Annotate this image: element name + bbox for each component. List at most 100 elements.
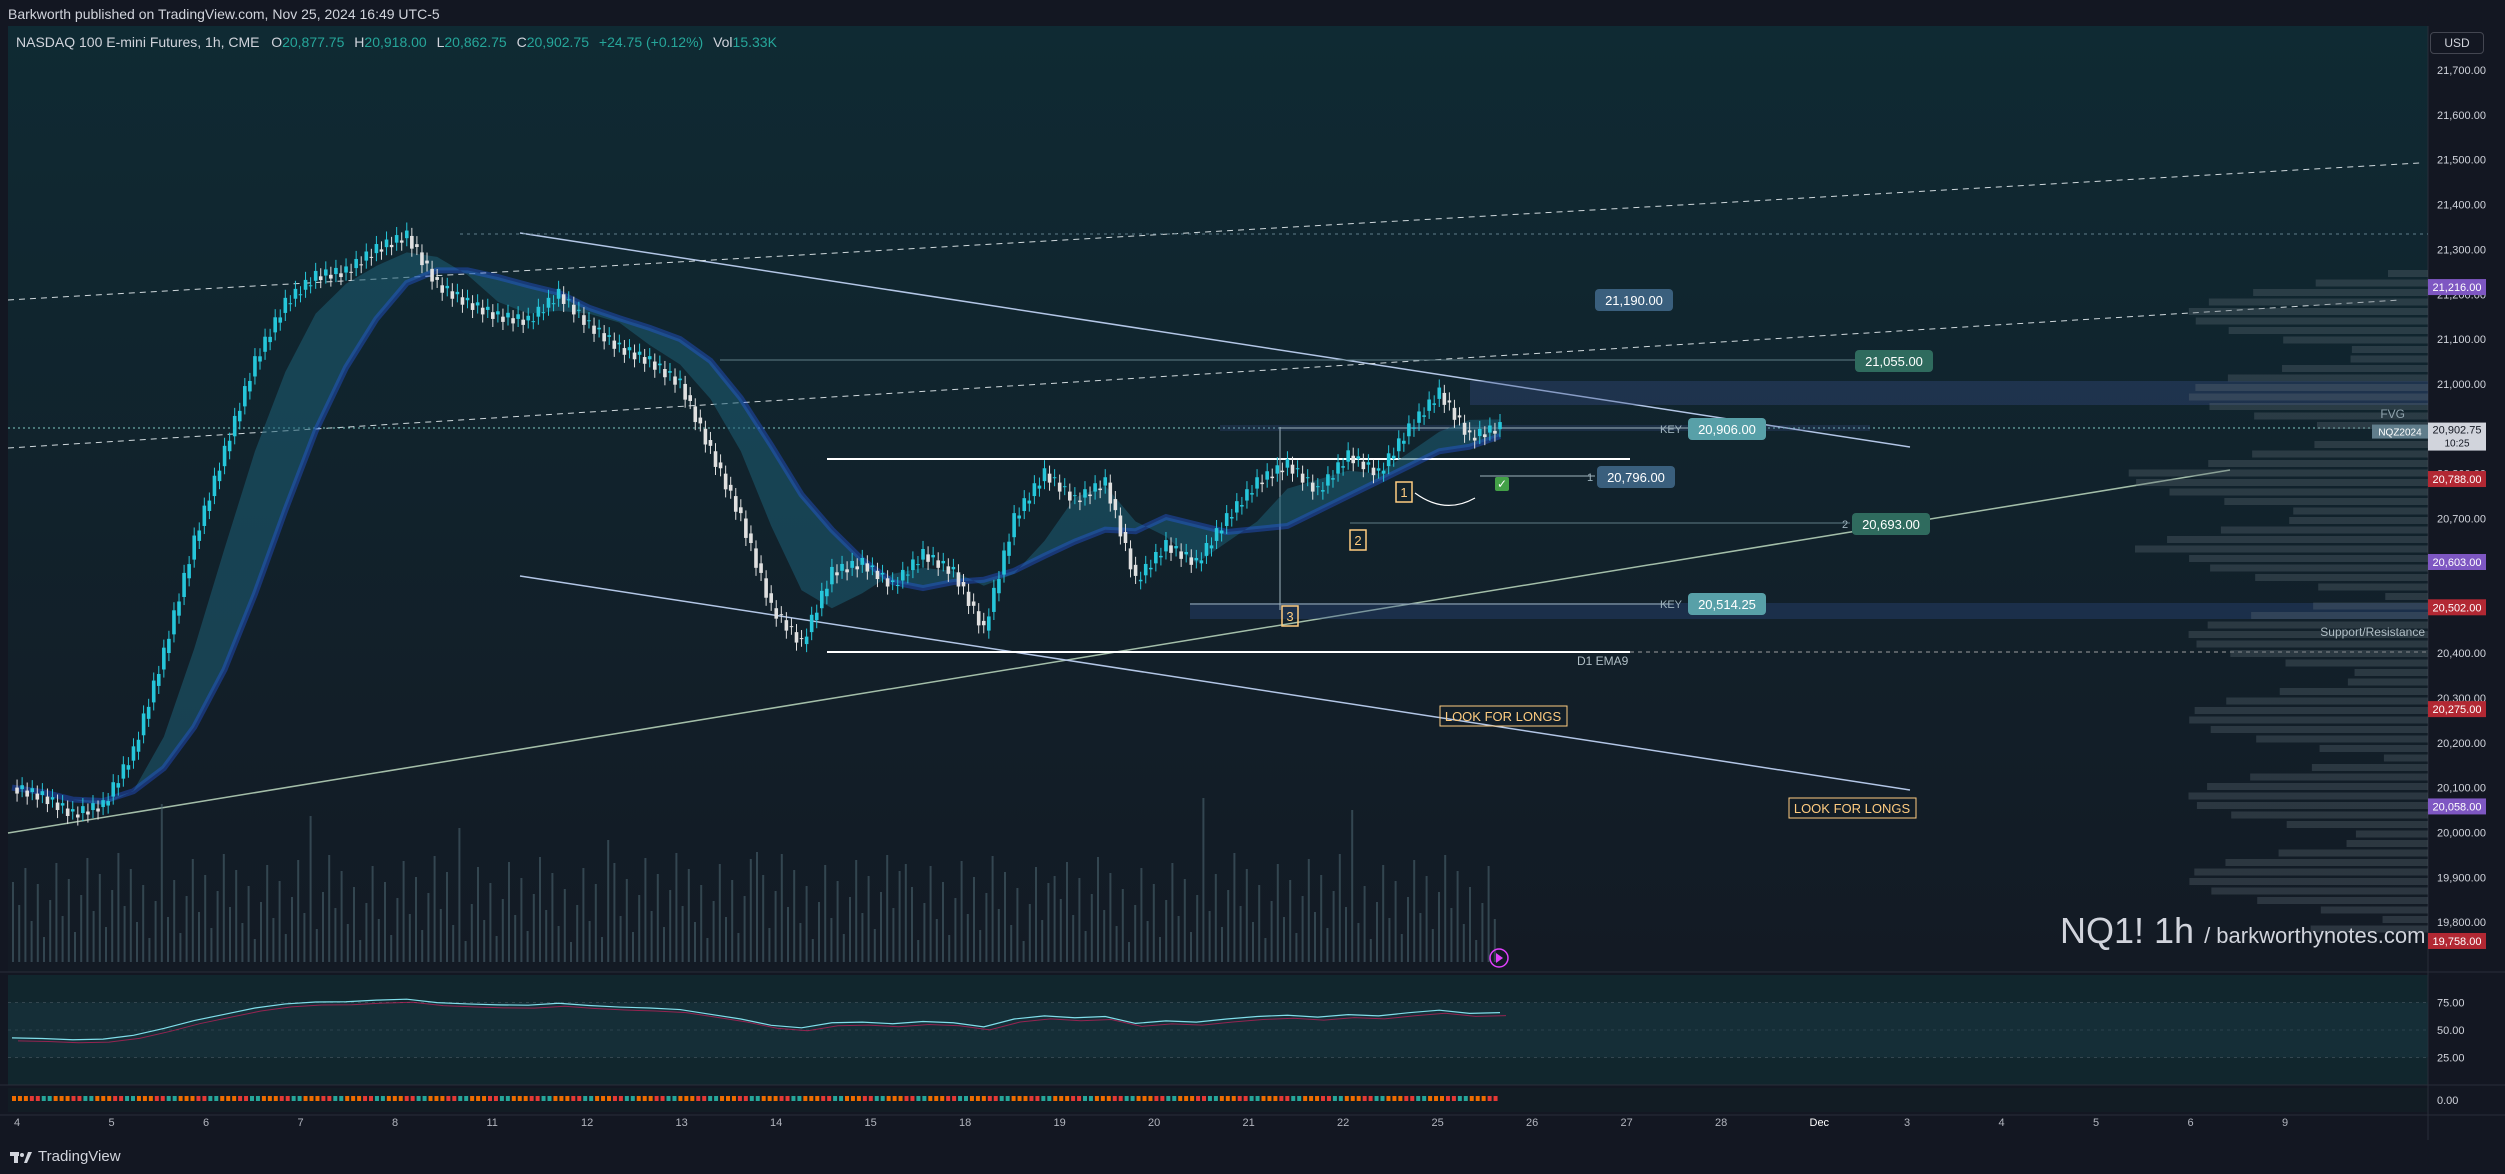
candle-body <box>1336 462 1340 474</box>
momentum-dot <box>749 1096 754 1101</box>
candle-body <box>1346 450 1350 462</box>
volume-bar <box>570 942 572 962</box>
volume-bar <box>749 859 752 962</box>
momentum-dot <box>779 1096 784 1101</box>
momentum-dot <box>1231 1096 1236 1101</box>
ema-slow-line <box>11 267 1501 805</box>
candle-body <box>1260 482 1264 485</box>
volume-bar <box>1190 932 1192 962</box>
momentum-dot <box>351 1096 356 1101</box>
momentum-dot <box>1428 1096 1433 1101</box>
key-zone <box>1190 603 2428 619</box>
footer-brand-text: TradingView <box>38 1148 121 1165</box>
wave-marker-box <box>1281 605 1299 627</box>
volume-bar <box>371 866 374 962</box>
momentum-dot <box>89 1096 94 1101</box>
level-prefix: KEY <box>1660 599 1683 611</box>
open-value: 20,877.75 <box>282 34 345 50</box>
volume-bar <box>861 913 864 962</box>
volume-profile-bar <box>2293 507 2428 515</box>
candle-body <box>1305 477 1310 479</box>
candle-body <box>35 793 40 800</box>
momentum-dot <box>148 1096 153 1101</box>
volume-profile-bar <box>2251 612 2428 619</box>
volume-profile-bar <box>2252 450 2428 458</box>
price-tag <box>2428 798 2486 815</box>
volume-bar <box>1053 876 1056 962</box>
momentum-dot <box>839 1096 844 1101</box>
footer-brand[interactable]: TradingView <box>10 1148 121 1165</box>
momentum-dot <box>1386 1096 1391 1101</box>
candle-body <box>273 317 277 333</box>
y-tick-label: 21,600.00 <box>2437 110 2486 122</box>
volume-bar <box>911 887 913 962</box>
momentum-dot <box>981 1096 986 1101</box>
volume-profile-bar <box>2194 868 2428 876</box>
candle-body <box>546 297 551 308</box>
momentum-dot <box>1309 1096 1314 1101</box>
volume-profile-bar <box>2318 583 2428 591</box>
volume-profile-bar <box>2189 716 2428 724</box>
momentum-dot <box>1362 1096 1367 1101</box>
candle-body <box>561 294 566 304</box>
volume-bar <box>18 905 21 962</box>
momentum-dot <box>1094 1096 1099 1101</box>
volume-bar <box>36 884 39 962</box>
momentum-dot <box>172 1096 177 1101</box>
momentum-dot <box>1255 1096 1260 1101</box>
candle-body <box>339 273 343 278</box>
candle-body <box>1027 500 1032 504</box>
candle-body <box>323 269 328 276</box>
momentum-dot <box>577 1096 582 1101</box>
momentum-dot <box>743 1096 748 1101</box>
candle-body <box>1270 476 1275 479</box>
candle-body <box>197 530 202 541</box>
change-value: +24.75 (+0.12%) <box>598 34 704 50</box>
currency-button[interactable]: USD <box>2430 32 2484 54</box>
candle-body <box>268 336 272 343</box>
momentum-dot <box>529 1096 534 1101</box>
volume-bar <box>446 872 448 962</box>
momentum-dot <box>279 1096 284 1101</box>
volume-bar <box>818 902 820 962</box>
volume-bar <box>1004 872 1006 962</box>
momentum-dot <box>541 1096 546 1101</box>
volume-profile-bar <box>2135 545 2428 553</box>
momentum-dot <box>160 1096 165 1101</box>
momentum-dot <box>166 1096 171 1101</box>
candle-body <box>668 371 672 373</box>
volume-bar <box>830 918 833 962</box>
candle-body <box>992 587 996 612</box>
momentum-dot <box>101 1096 106 1101</box>
symbol-name: NASDAQ 100 E-mini Futures, 1h, CME <box>16 34 260 50</box>
momentum-dot <box>416 1096 421 1101</box>
volume-bar <box>1475 940 1478 962</box>
candle-body <box>1285 459 1290 468</box>
candle-body <box>187 564 191 579</box>
volume-profile-bar <box>2188 631 2428 638</box>
volume-bar <box>1487 866 1490 962</box>
volume-bar <box>762 875 765 962</box>
candle-body <box>966 591 971 606</box>
momentum-dot <box>261 1096 266 1101</box>
volume-profile-bar <box>2285 659 2428 667</box>
volume-profile-bar <box>2351 346 2428 353</box>
momentum-dot <box>1410 1096 1415 1101</box>
level-prefix: 2 <box>1842 519 1848 531</box>
candle-body <box>1133 564 1138 576</box>
candle-body <box>895 585 900 587</box>
dashed-trendline-upper <box>7 162 2421 301</box>
momentum-dot <box>404 1096 409 1101</box>
volume-bar <box>284 934 287 962</box>
momentum-dot <box>1469 1096 1474 1101</box>
momentum-dot <box>1213 1096 1218 1101</box>
volume-profile-bar <box>2189 878 2428 885</box>
candle-body <box>1083 489 1087 498</box>
candle-body <box>318 276 323 281</box>
volume-bar <box>452 925 455 962</box>
volume-bar <box>1258 885 1261 962</box>
y-tick-label: 21,500.00 <box>2437 155 2486 167</box>
momentum-dot <box>565 1096 570 1101</box>
volume-bar <box>1400 934 1403 962</box>
